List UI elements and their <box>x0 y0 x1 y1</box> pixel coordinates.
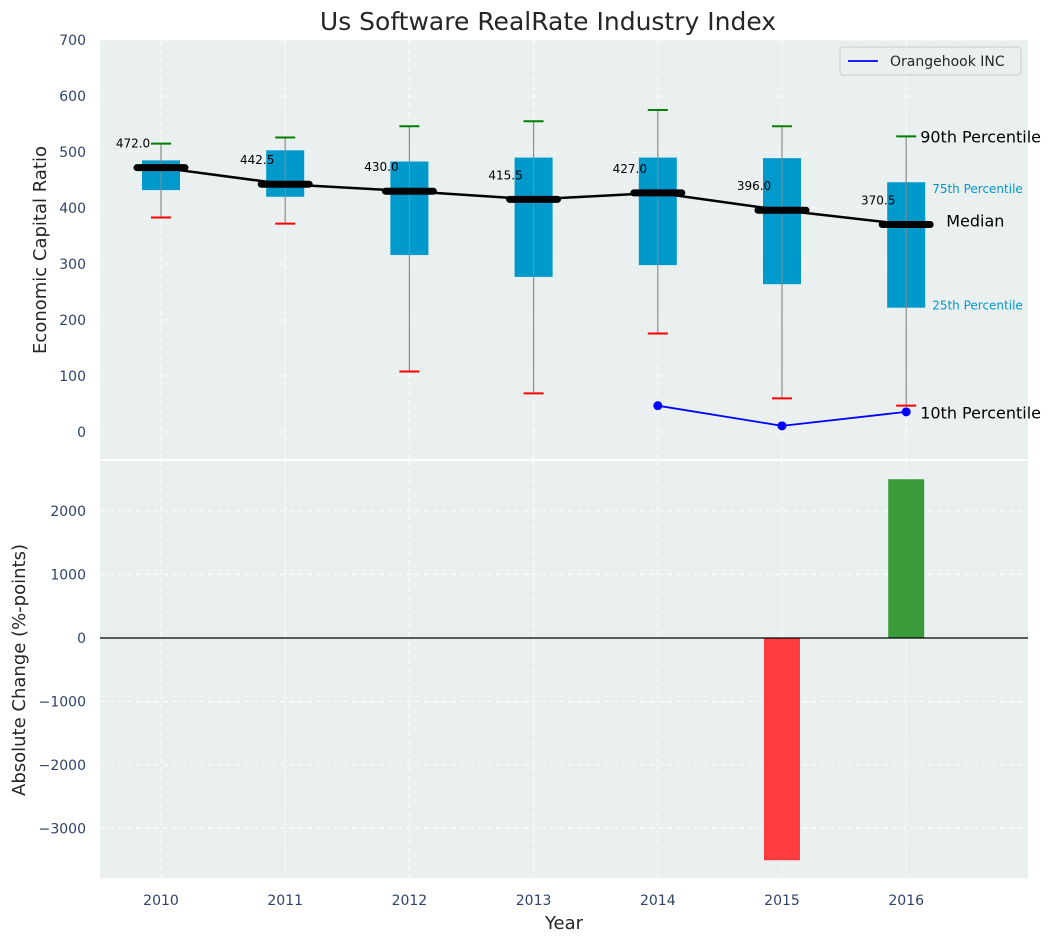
bottom-y-tick-label: −3000 <box>39 822 86 838</box>
bottom-y-tick-label: 0 <box>77 631 86 647</box>
median-value-label: 370.5 <box>861 194 895 208</box>
bottom-y-tick-label: 1000 <box>50 568 86 584</box>
bottom-y-axis-label: Absolute Change (%-points) <box>9 544 30 796</box>
x-tick-label: 2011 <box>267 893 303 909</box>
median-value-label: 415.5 <box>488 168 522 182</box>
median-value-label: 396.0 <box>737 179 771 193</box>
top-y-tick-label: 300 <box>59 257 86 273</box>
top-y-axis-label: Economic Capital Ratio <box>30 146 51 354</box>
p75-annotation: 75th Percentile <box>932 182 1023 196</box>
change-bar <box>888 479 925 638</box>
x-tick-label: 2013 <box>516 893 552 909</box>
change-bar <box>764 638 800 861</box>
series-point <box>901 407 911 417</box>
x-tick-label: 2012 <box>392 893 428 909</box>
x-tick-label: 2015 <box>764 893 800 909</box>
series-point <box>777 421 787 431</box>
x-tick-label: 2016 <box>888 893 924 909</box>
median-annotation: Median <box>946 212 1004 231</box>
top-plot-background <box>100 40 1028 459</box>
top-y-tick-label: 400 <box>59 201 86 217</box>
top-panel: 0 100 200 300 400 500 600 700 472.0 442.5 430.0 415… <box>59 33 1041 459</box>
bottom-plot-background <box>100 461 1028 878</box>
legend-box <box>839 46 1022 76</box>
series-point <box>653 401 663 411</box>
legend-label: Orangehook INC <box>890 54 1005 70</box>
bottom-panel: −3000 −2000 −1000 0 1000 2000 2010 2011 2012 2013… <box>39 461 1028 909</box>
bottom-y-tick-label: −2000 <box>39 758 86 774</box>
bottom-y-tick-label: 2000 <box>50 504 86 520</box>
median-value-label: 442.5 <box>240 153 274 167</box>
bottom-y-tick-label: −1000 <box>39 695 86 711</box>
x-tick-label: 2010 <box>143 893 179 909</box>
x-tick-label: 2014 <box>640 893 676 909</box>
top-y-tick-label: 100 <box>59 369 86 385</box>
top-y-tick-label: 700 <box>59 33 86 49</box>
p90-annotation: 90th Percentile <box>920 127 1041 146</box>
top-y-tick-label: 200 <box>59 313 86 329</box>
chart-title: Us Software RealRate Industry Index <box>320 7 776 36</box>
median-value-label: 472.0 <box>116 137 150 151</box>
top-y-tick-label: 600 <box>59 89 86 105</box>
p25-annotation: 25th Percentile <box>932 299 1023 313</box>
median-value-label: 427.0 <box>613 162 647 176</box>
p10-annotation: 10th Percentile <box>920 404 1041 423</box>
x-axis-label: Year <box>544 913 584 934</box>
legend: Orangehook INC <box>839 46 1022 76</box>
median-value-label: 430.0 <box>364 160 398 174</box>
top-y-tick-label: 0 <box>77 425 86 441</box>
top-y-tick-label: 500 <box>59 145 86 161</box>
